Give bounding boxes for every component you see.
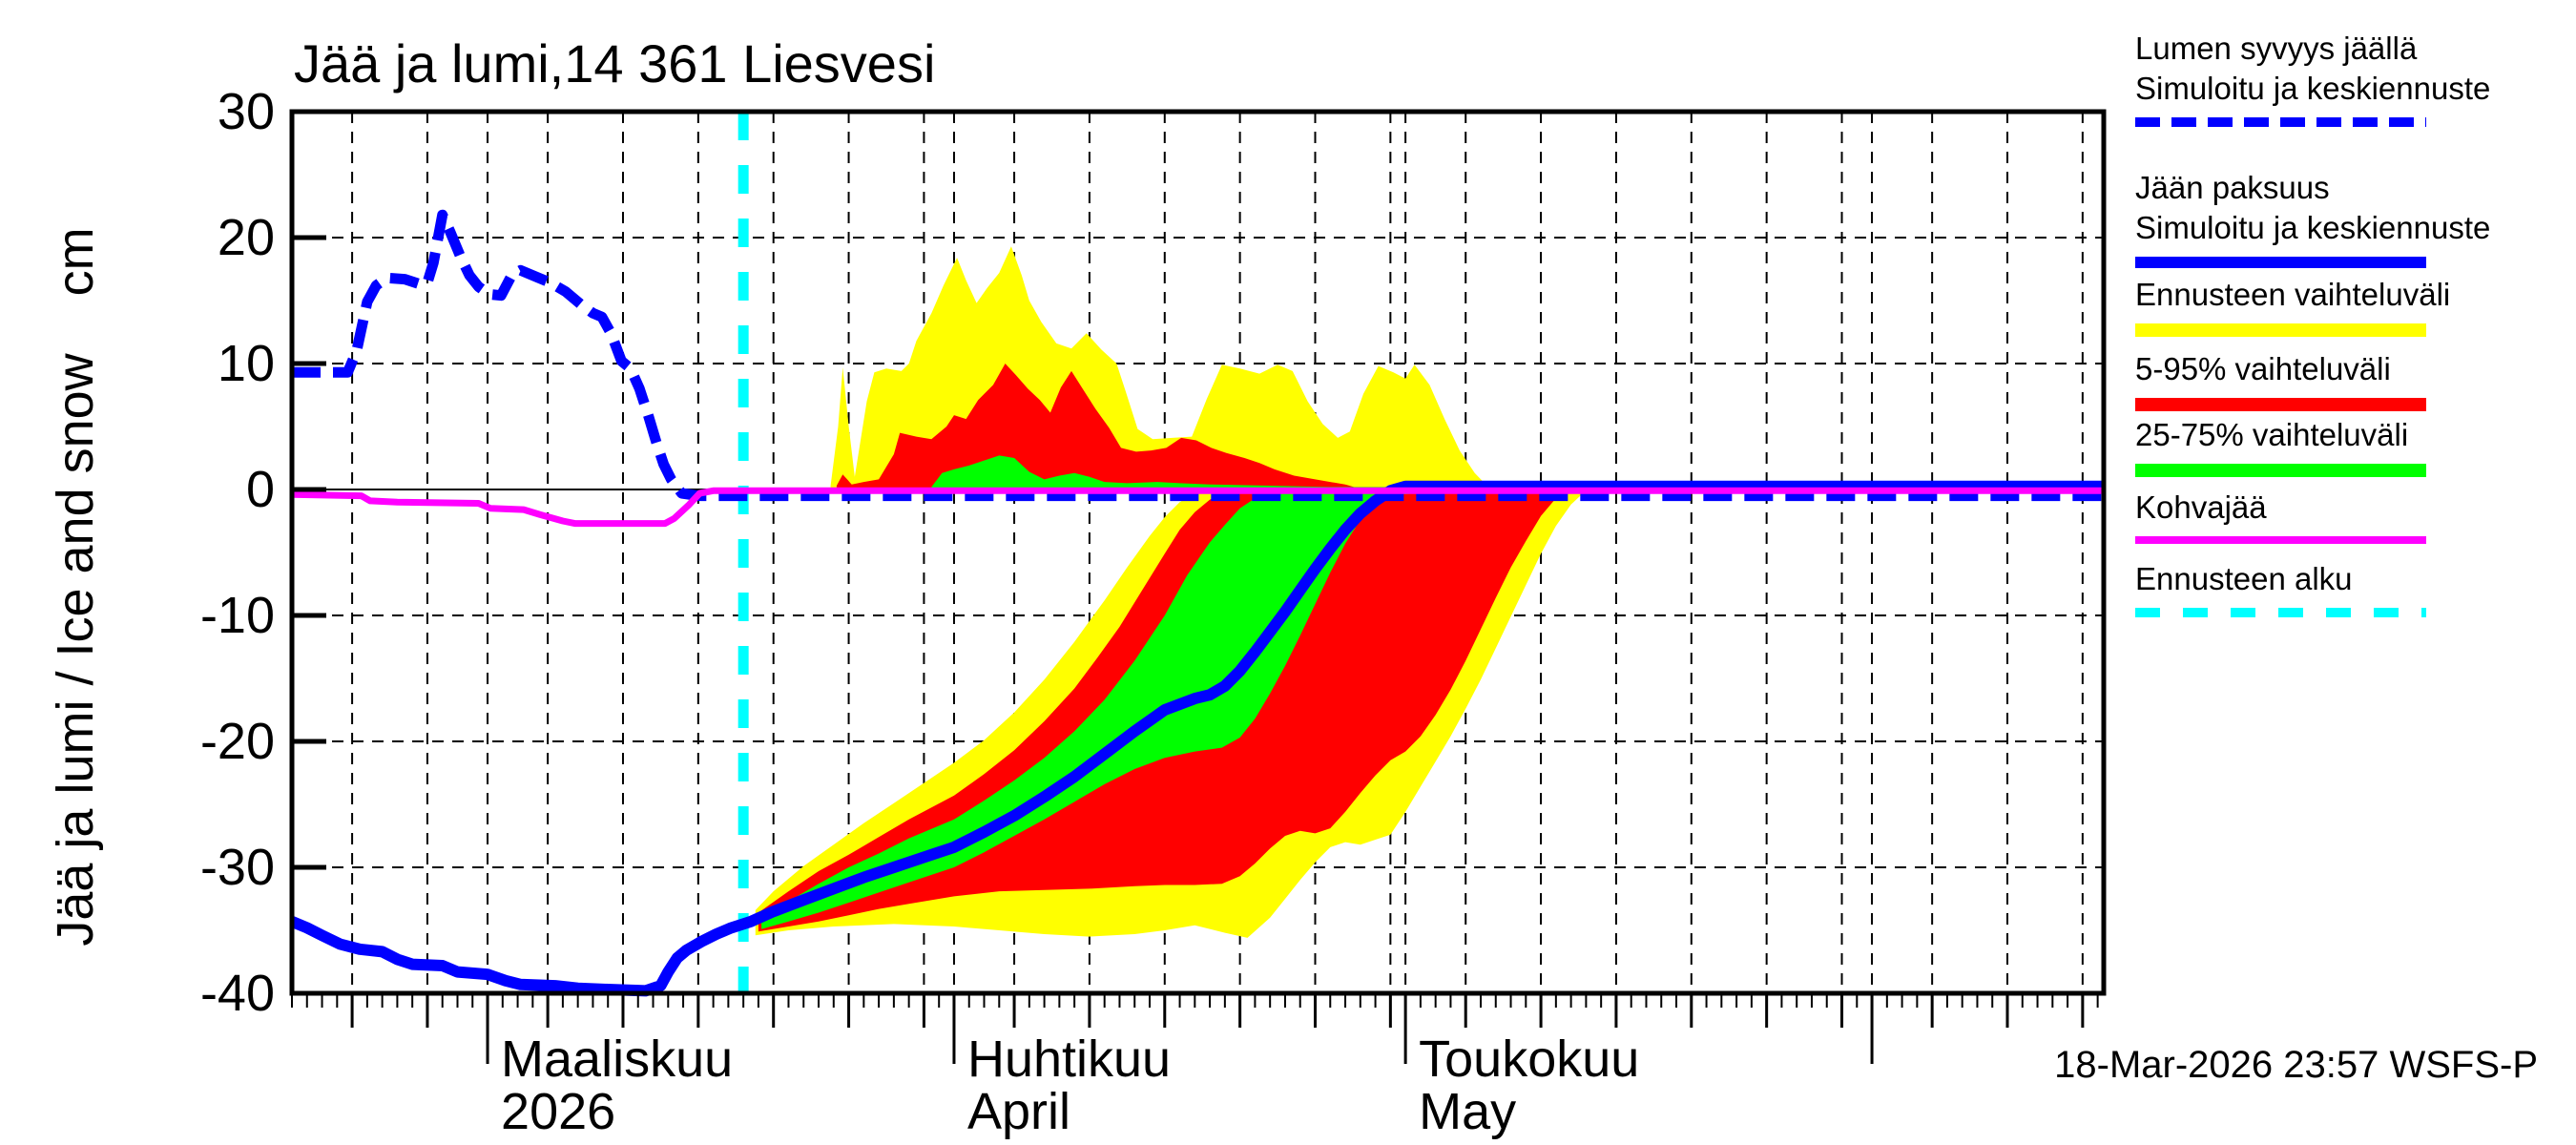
blue-dashed-line	[2135, 117, 2426, 127]
legend-item: 25-75% vaihteluväli	[2135, 415, 2545, 477]
legend-label: 5-95% vaihteluväli	[2135, 351, 2391, 386]
series-line	[289, 480, 2104, 997]
band-25-75-vaihteluvali-jaa	[761, 491, 1444, 929]
legend-item: Jään paksuus Simuloitu ja keskiennuste	[2135, 168, 2545, 268]
legend-label: 25-75% vaihteluväli	[2135, 417, 2409, 452]
legend-label: Simuloitu ja keskiennuste	[2135, 210, 2491, 245]
y-tick-label: 30	[217, 83, 275, 140]
plot-border	[289, 109, 2107, 996]
timestamp: 18-Mar-2026 23:57 WSFS-P	[2054, 1044, 2538, 1086]
red-band	[2135, 398, 2426, 411]
legend-item: Kohvajää	[2135, 488, 2545, 544]
band-25-75-vaihteluvali-lumi	[931, 455, 1421, 489]
y-tick-label: -10	[199, 587, 275, 644]
legend-label: Jään paksuus	[2135, 170, 2330, 205]
y-tick-label: 20	[217, 209, 275, 266]
legend-label: Ennusteen alku	[2135, 561, 2353, 596]
y-tick-label: 0	[245, 461, 275, 518]
legend-label: Simuloitu ja keskiennuste	[2135, 71, 2491, 106]
blue-solid-line	[2135, 257, 2426, 268]
band-5-95-vaihteluvali-lumi	[836, 364, 1357, 489]
legend-item: Ennusteen alku	[2135, 559, 2545, 617]
y-axis-label: Jää ja lumi / Ice and snow cm	[47, 227, 104, 947]
y-tick-label: -30	[199, 839, 275, 896]
chart-title: Jää ja lumi,14 361 Liesvesi	[294, 33, 936, 94]
legend-item: Lumen syvyys jäällä Simuloitu ja keskienn…	[2135, 29, 2545, 127]
legend-label: Ennusteen vaihteluväli	[2135, 277, 2451, 312]
x-month-label: Huhtikuu April	[966, 1030, 1172, 1140]
series-line	[291, 487, 2104, 528]
cyan-dashed-line	[2135, 608, 2426, 617]
y-tick-label: -40	[199, 965, 275, 1022]
x-month-label: Toukokuu May	[1419, 1030, 1640, 1140]
y-tick-label: 10	[217, 335, 275, 392]
x-month-label: Maaliskuu 2026	[501, 1030, 734, 1140]
magenta-line	[2135, 536, 2426, 544]
series-line	[292, 209, 2104, 502]
y-tick-label: -20	[199, 713, 275, 770]
legend-item: Ennusteen vaihteluväli	[2135, 275, 2545, 337]
green-band	[2135, 464, 2426, 477]
yellow-band	[2135, 323, 2426, 337]
legend-item: 5-95% vaihteluväli	[2135, 349, 2545, 411]
legend-label: Lumen syvyys jäällä	[2135, 31, 2418, 66]
legend-label: Kohvajää	[2135, 489, 2267, 525]
